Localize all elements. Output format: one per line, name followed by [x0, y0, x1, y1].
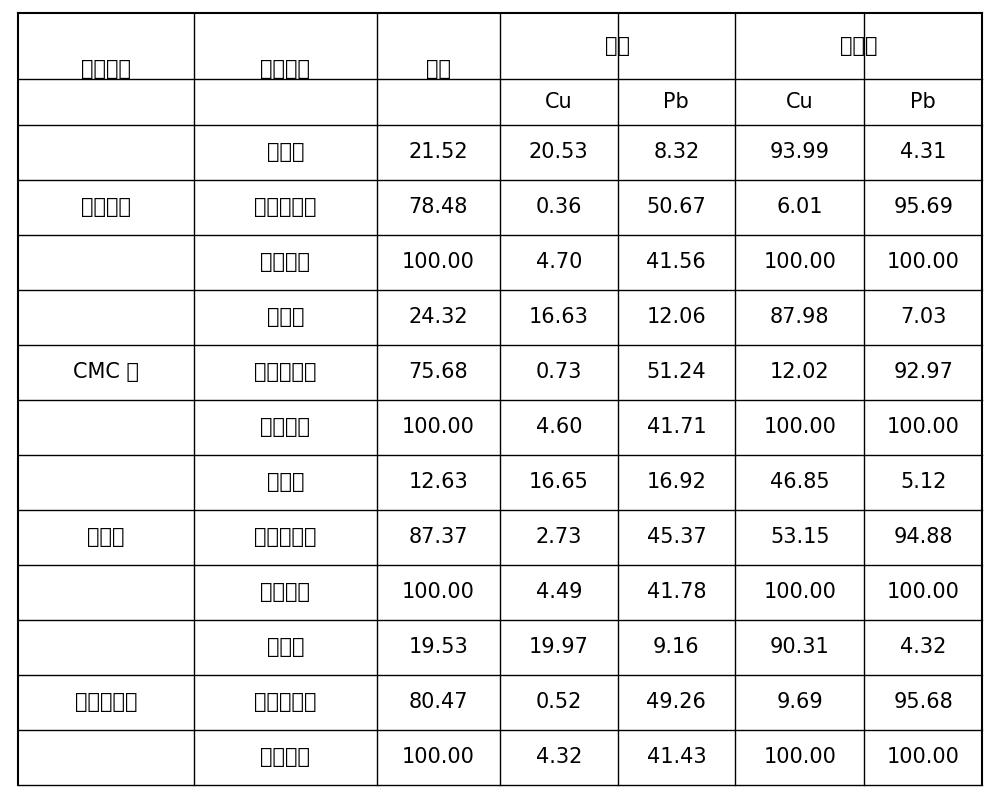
Text: 16.63: 16.63	[529, 307, 589, 327]
Text: 0.52: 0.52	[536, 693, 582, 713]
Text: 品位: 品位	[605, 36, 630, 56]
Text: 铜精矿: 铜精矿	[267, 638, 304, 658]
Text: 4.49: 4.49	[536, 583, 582, 602]
Text: 100.00: 100.00	[887, 583, 960, 602]
Text: 100.00: 100.00	[887, 748, 960, 768]
Text: 混合铅精矿: 混合铅精矿	[254, 362, 317, 382]
Text: 7.03: 7.03	[900, 307, 946, 327]
Text: 0.73: 0.73	[536, 362, 582, 382]
Text: 51.24: 51.24	[647, 362, 706, 382]
Text: 混合精矿: 混合精矿	[260, 583, 310, 602]
Text: 9.16: 9.16	[653, 638, 700, 658]
Text: 16.65: 16.65	[529, 472, 589, 492]
Text: 4.70: 4.70	[536, 252, 582, 272]
Text: 12.63: 12.63	[408, 472, 468, 492]
Text: 87.37: 87.37	[409, 527, 468, 547]
Text: 80.47: 80.47	[409, 693, 468, 713]
Text: 4.32: 4.32	[900, 638, 946, 658]
Text: 100.00: 100.00	[402, 748, 475, 768]
Text: 49.26: 49.26	[646, 693, 706, 713]
Text: 100.00: 100.00	[763, 417, 836, 437]
Text: 4.31: 4.31	[900, 142, 946, 163]
Text: 93.99: 93.99	[770, 142, 830, 163]
Text: 41.56: 41.56	[646, 252, 706, 272]
Text: Cu: Cu	[545, 92, 573, 112]
Text: 16.92: 16.92	[646, 472, 706, 492]
Text: 分离方法: 分离方法	[81, 59, 131, 79]
Text: 46.85: 46.85	[770, 472, 830, 492]
Text: 铜精矿: 铜精矿	[267, 142, 304, 163]
Text: 20.53: 20.53	[529, 142, 589, 163]
Text: 混合精矿: 混合精矿	[260, 748, 310, 768]
Text: 100.00: 100.00	[763, 252, 836, 272]
Text: 4.32: 4.32	[536, 748, 582, 768]
Text: 产率: 产率	[426, 59, 451, 79]
Text: 19.97: 19.97	[529, 638, 589, 658]
Text: 混合铅精矿: 混合铅精矿	[254, 693, 317, 713]
Text: 混合铅精矿: 混合铅精矿	[254, 197, 317, 217]
Text: 94.88: 94.88	[893, 527, 953, 547]
Text: 90.31: 90.31	[770, 638, 830, 658]
Text: 95.68: 95.68	[893, 693, 953, 713]
Text: 41.78: 41.78	[647, 583, 706, 602]
Text: 8.32: 8.32	[653, 142, 699, 163]
Text: 12.02: 12.02	[770, 362, 830, 382]
Text: 45.37: 45.37	[647, 527, 706, 547]
Text: 混合精矿: 混合精矿	[260, 417, 310, 437]
Text: 混合精矿: 混合精矿	[260, 252, 310, 272]
Text: 41.71: 41.71	[647, 417, 706, 437]
Text: 50.67: 50.67	[646, 197, 706, 217]
Text: 100.00: 100.00	[887, 417, 960, 437]
Text: 混合铅精矿: 混合铅精矿	[254, 527, 317, 547]
Text: 100.00: 100.00	[763, 583, 836, 602]
Text: 0.36: 0.36	[536, 197, 582, 217]
Text: 5.12: 5.12	[900, 472, 946, 492]
Text: 21.52: 21.52	[408, 142, 468, 163]
Text: 19.53: 19.53	[408, 638, 468, 658]
Text: 100.00: 100.00	[402, 583, 475, 602]
Text: Cu: Cu	[786, 92, 814, 112]
Text: CMC 法: CMC 法	[73, 362, 139, 382]
Text: 53.15: 53.15	[770, 527, 830, 547]
Text: 41.43: 41.43	[647, 748, 706, 768]
Text: 4.60: 4.60	[536, 417, 582, 437]
Text: 回收率: 回收率	[840, 36, 877, 56]
Text: 淠粉法: 淠粉法	[87, 527, 125, 547]
Text: 12.06: 12.06	[646, 307, 706, 327]
Text: 本实施例: 本实施例	[81, 197, 131, 217]
Text: 2.73: 2.73	[536, 527, 582, 547]
Text: 9.69: 9.69	[776, 693, 823, 713]
Text: 75.68: 75.68	[408, 362, 468, 382]
Text: 产品名称: 产品名称	[260, 59, 310, 79]
Text: Pb: Pb	[663, 92, 689, 112]
Text: 100.00: 100.00	[402, 252, 475, 272]
Text: 6.01: 6.01	[777, 197, 823, 217]
Text: 78.48: 78.48	[409, 197, 468, 217]
Text: Pb: Pb	[910, 92, 936, 112]
Text: 100.00: 100.00	[402, 417, 475, 437]
Text: 重铬酸盐法: 重铬酸盐法	[75, 693, 137, 713]
Text: 87.98: 87.98	[770, 307, 830, 327]
Text: 24.32: 24.32	[408, 307, 468, 327]
Text: 95.69: 95.69	[893, 197, 953, 217]
Text: 100.00: 100.00	[887, 252, 960, 272]
Text: 铜精矿: 铜精矿	[267, 307, 304, 327]
Text: 铜精矿: 铜精矿	[267, 472, 304, 492]
Text: 92.97: 92.97	[893, 362, 953, 382]
Text: 100.00: 100.00	[763, 748, 836, 768]
